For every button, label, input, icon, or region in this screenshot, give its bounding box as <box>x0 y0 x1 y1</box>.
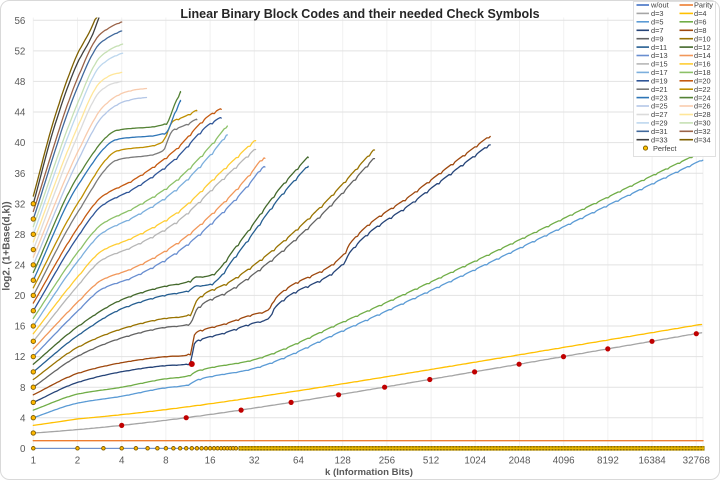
svg-text:d=28: d=28 <box>694 110 711 119</box>
svg-text:16384: 16384 <box>638 456 666 467</box>
svg-text:d=11: d=11 <box>651 43 667 52</box>
svg-text:20: 20 <box>14 291 25 302</box>
svg-text:d=7: d=7 <box>651 26 664 35</box>
svg-text:4096: 4096 <box>553 456 575 467</box>
svg-text:128: 128 <box>335 456 352 467</box>
svg-text:d=24: d=24 <box>694 93 711 102</box>
svg-text:d=23: d=23 <box>651 93 668 102</box>
svg-text:52: 52 <box>14 47 25 58</box>
svg-text:d=18: d=18 <box>694 68 711 77</box>
svg-text:w/out: w/out <box>650 1 669 10</box>
svg-text:d=12: d=12 <box>694 43 711 52</box>
svg-text:d=22: d=22 <box>694 85 711 94</box>
svg-text:log2. (1+Base(d,k)): log2. (1+Base(d,k)) <box>2 201 13 290</box>
svg-text:24: 24 <box>14 261 25 272</box>
svg-text:d=31: d=31 <box>651 127 668 136</box>
svg-text:4: 4 <box>119 456 125 467</box>
svg-text:32: 32 <box>249 456 260 467</box>
svg-text:d=34: d=34 <box>694 135 711 144</box>
svg-text:64: 64 <box>293 456 304 467</box>
svg-text:8: 8 <box>20 383 26 394</box>
svg-text:d=20: d=20 <box>694 77 711 86</box>
svg-text:0: 0 <box>20 444 26 455</box>
svg-text:48: 48 <box>14 77 25 88</box>
svg-text:1024: 1024 <box>464 456 486 467</box>
svg-text:Parity: Parity <box>694 1 713 10</box>
svg-text:32768: 32768 <box>683 456 711 467</box>
svg-text:Linear Binary Block Codes and: Linear Binary Block Codes and their need… <box>180 7 539 21</box>
svg-text:16: 16 <box>14 322 25 333</box>
svg-text:28: 28 <box>14 230 25 241</box>
svg-text:d=25: d=25 <box>651 102 668 111</box>
svg-text:8192: 8192 <box>597 456 619 467</box>
svg-text:d=6: d=6 <box>694 18 707 27</box>
svg-text:d=19: d=19 <box>651 77 668 86</box>
svg-text:512: 512 <box>423 456 439 467</box>
svg-text:d=29: d=29 <box>651 119 668 128</box>
svg-text:40: 40 <box>14 138 25 149</box>
svg-text:d=9: d=9 <box>651 34 664 43</box>
svg-text:2: 2 <box>75 456 80 467</box>
svg-text:32: 32 <box>14 199 25 210</box>
svg-text:d=30: d=30 <box>694 119 711 128</box>
svg-text:8: 8 <box>163 456 169 467</box>
svg-text:2048: 2048 <box>509 456 531 467</box>
svg-text:d=17: d=17 <box>651 68 668 77</box>
svg-text:d=21: d=21 <box>651 85 668 94</box>
svg-text:d=13: d=13 <box>651 51 668 60</box>
svg-text:16: 16 <box>205 456 216 467</box>
svg-text:d=27: d=27 <box>651 110 668 119</box>
svg-text:d=33: d=33 <box>651 135 668 144</box>
svg-text:d=14: d=14 <box>694 51 711 60</box>
svg-text:d=32: d=32 <box>694 127 711 136</box>
svg-text:d=3: d=3 <box>651 9 664 18</box>
svg-text:d=15: d=15 <box>651 60 668 69</box>
svg-text:1: 1 <box>31 456 36 467</box>
svg-text:256: 256 <box>379 456 396 467</box>
svg-text:d=26: d=26 <box>694 102 711 111</box>
svg-text:4: 4 <box>20 413 26 424</box>
svg-text:d=16: d=16 <box>694 60 711 69</box>
svg-text:36: 36 <box>14 169 25 180</box>
svg-text:12: 12 <box>14 352 25 363</box>
svg-text:56: 56 <box>14 16 25 27</box>
svg-text:d=5: d=5 <box>651 18 664 27</box>
svg-text:Perfect: Perfect <box>653 144 676 153</box>
svg-text:d=4: d=4 <box>694 9 707 18</box>
svg-text:d=10: d=10 <box>694 34 711 43</box>
svg-text:k (Information Bits): k (Information Bits) <box>325 467 413 478</box>
svg-text:d=8: d=8 <box>694 26 707 35</box>
svg-text:44: 44 <box>14 108 25 119</box>
